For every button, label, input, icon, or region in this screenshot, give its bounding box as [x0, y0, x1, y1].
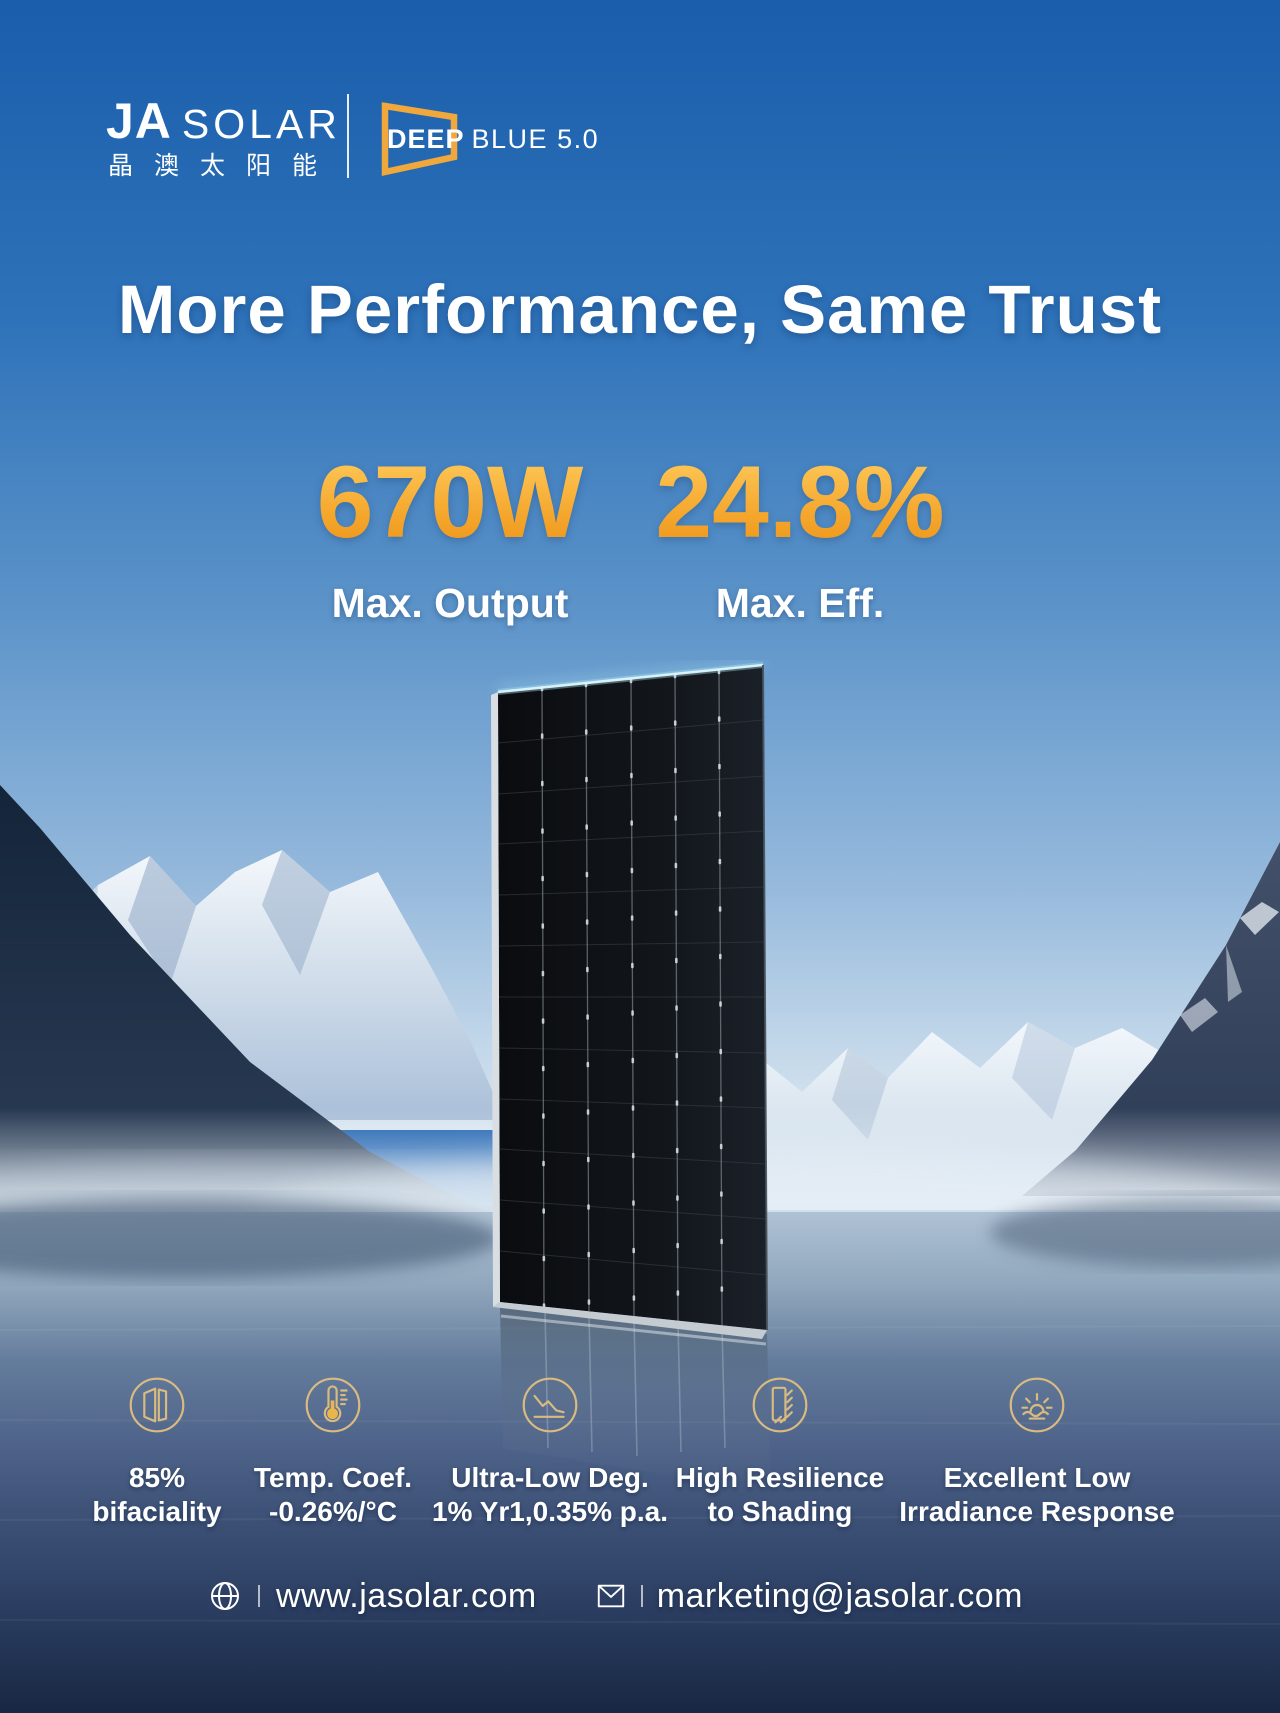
ja-solar-chinese-text: 晶澳太阳能 [108, 152, 339, 180]
feature-shading-resilience: High Resilience to Shading [650, 1376, 910, 1529]
website-link[interactable]: www.jasolar.com [276, 1576, 537, 1615]
email-link[interactable]: marketing@jasolar.com [656, 1576, 1023, 1615]
stat-max-efficiency-label: Max. Eff. [715, 580, 885, 627]
ja-logo-mark: JA [106, 93, 172, 149]
header: JA SOLAR 晶澳太阳能 DEEP BLUE 5.0 [0, 0, 1280, 200]
deepblue-frame-icon [381, 102, 458, 177]
globe-icon [211, 1582, 239, 1610]
stat-max-output-value: 670W [250, 450, 650, 554]
deepblue-wordmark: DEEP BLUE 5.0 [387, 124, 599, 155]
stat-max-efficiency-value: 24.8% [600, 450, 1000, 554]
feature-temp-coefficient: Temp. Coef. -0.26%/°C [203, 1376, 463, 1529]
stat-max-output: 670W Max. Output [250, 450, 650, 627]
deepblue-word-deep: DEEP [387, 124, 465, 154]
logo-divider [347, 94, 349, 178]
footer-contacts: www.jasolar.com marketing@jasolar.com [208, 1574, 1023, 1618]
feature-label: Ultra-Low Deg. 1% Yr1,0.35% p.a. [431, 1462, 669, 1527]
stat-max-efficiency: 24.8% Max. Eff. [600, 450, 1000, 627]
bifaciality-icon [129, 1377, 185, 1433]
ja-solar-logo: JA SOLAR [106, 92, 341, 150]
stat-max-output-label: Max. Output [331, 580, 569, 627]
solar-logo-text: SOLAR [181, 101, 341, 147]
feature-label: 85% bifaciality [92, 1462, 222, 1527]
headline: More Performance, Same Trust [117, 271, 1163, 348]
feature-label: Excellent Low Irradiance Response [899, 1462, 1175, 1527]
feature-label: Temp. Coef. -0.26%/°C [253, 1462, 413, 1527]
deepblue-logo: DEEP BLUE 5.0 [381, 98, 641, 182]
shading-resilience-icon [752, 1377, 808, 1433]
footer-divider [258, 1585, 260, 1607]
thermometer-icon [305, 1377, 361, 1433]
footer-divider [640, 1585, 643, 1607]
envelope-icon [597, 1584, 624, 1608]
deepblue-word-blue: BLUE 5.0 [471, 124, 600, 154]
feature-bifaciality: 85% bifaciality [27, 1376, 287, 1529]
low-irradiance-sun-icon [1009, 1377, 1065, 1433]
feature-low-irradiance: Excellent Low Irradiance Response [887, 1376, 1187, 1529]
feature-label: High Resilience to Shading [675, 1462, 885, 1527]
feature-ultra-low-degradation: Ultra-Low Deg. 1% Yr1,0.35% p.a. [400, 1376, 700, 1529]
degradation-curve-icon [522, 1377, 578, 1433]
